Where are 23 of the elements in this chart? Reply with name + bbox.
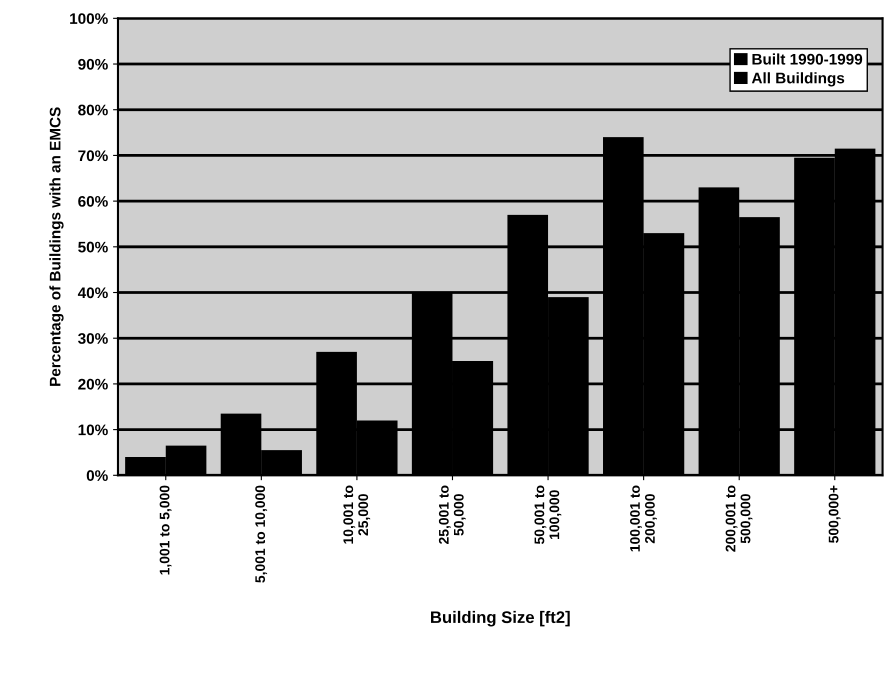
y-tick-label: 60%	[78, 196, 108, 207]
y-tick-label: 90%	[78, 58, 108, 70]
y-tick-label: 70%	[78, 150, 108, 162]
x-tick-label: 10,001 to 25,000	[343, 486, 370, 544]
x-tick-label: 100,001 to 200,000	[630, 486, 657, 552]
x-tick-label: 500,000+	[828, 486, 841, 543]
y-tick-label: 50%	[78, 242, 108, 253]
y-tick-label: 40%	[78, 287, 108, 298]
y-axis-title: Percentage of Buildings with an EMCS	[49, 107, 64, 386]
x-tick-label: 1,001 to 5,000	[160, 486, 172, 574]
x-axis-title: Building Size [ft2]	[431, 610, 570, 626]
y-tick-label: 10%	[78, 424, 108, 436]
x-tick-label: 5,001 to 10,000	[255, 486, 268, 583]
legend-label: All Buildings	[752, 72, 844, 87]
y-tick-label: 20%	[78, 378, 108, 390]
y-tick-label: 0%	[86, 470, 108, 481]
y-tick-label: 30%	[78, 333, 108, 344]
y-tick-label: 100%	[70, 13, 108, 24]
x-tick-label: 25,001 to 50,000	[438, 486, 466, 544]
legend-label: Built 1990-1999	[752, 53, 862, 65]
x-tick-label: 200,001 to 500,000	[726, 486, 752, 552]
y-tick-label: 80%	[78, 104, 108, 116]
x-tick-label: 50,001 to 100,000	[534, 486, 562, 544]
